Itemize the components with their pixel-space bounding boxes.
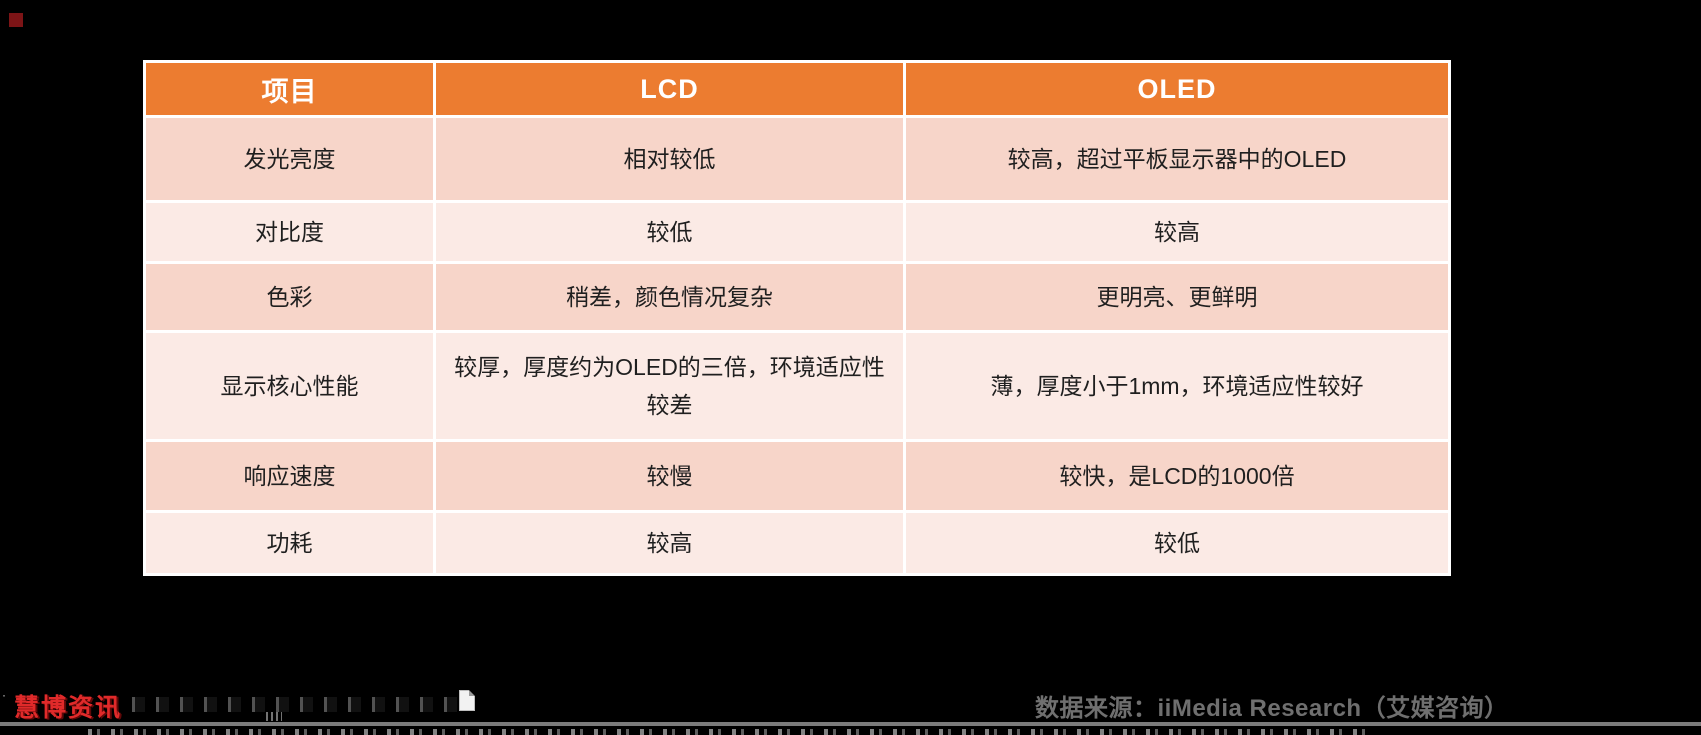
data-source-caption: 数据来源：iiMedia Research（艾媒咨询）: [1035, 695, 1509, 722]
cell-item: 显示核心性能: [143, 330, 436, 442]
cell-lcd: 相对较低: [433, 115, 906, 203]
cutoff-text-top-edge: [88, 729, 1373, 735]
cell-lcd: 较低: [433, 200, 906, 264]
table-row: 功耗 较高 较低: [143, 510, 1451, 576]
cell-oled: 较快，是LCD的1000倍: [903, 439, 1451, 513]
cell-oled: 更明亮、更鲜明: [903, 261, 1451, 333]
cell-lcd: 稍差，颜色情况复杂: [433, 261, 906, 333]
cell-oled: 较高，超过平板显示器中的OLED: [903, 115, 1451, 203]
table-row: 色彩 稍差，颜色情况复杂 更明亮、更鲜明: [143, 261, 1451, 333]
brand-logo-text: 慧博资讯: [14, 694, 123, 722]
table-row: 对比度 较低 较高: [143, 200, 1451, 264]
table-row: 响应速度 较慢 较快，是LCD的1000倍: [143, 439, 1451, 513]
cell-item: 发光亮度: [143, 115, 436, 203]
cell-lcd: 较厚，厚度约为OLED的三倍，环境适应性较差: [433, 330, 906, 442]
cell-oled: 较高: [903, 200, 1451, 264]
cell-lcd: 较慢: [433, 439, 906, 513]
obscured-text-fragments: [132, 697, 462, 712]
horizontal-divider: [0, 722, 1701, 726]
cell-oled: 较低: [903, 510, 1451, 576]
table-row: 发光亮度 相对较低 较高，超过平板显示器中的OLED: [143, 115, 1451, 203]
corner-mark: [9, 13, 23, 27]
cell-item: 对比度: [143, 200, 436, 264]
cell-item: 色彩: [143, 261, 436, 333]
column-header-item: 项目: [143, 60, 436, 118]
small-glyph-fragment: [266, 712, 282, 721]
cell-item: 响应速度: [143, 439, 436, 513]
cell-item: 功耗: [143, 510, 436, 576]
column-header-oled: OLED: [903, 60, 1451, 118]
table-row: 显示核心性能 较厚，厚度约为OLED的三倍，环境适应性较差 薄，厚度小于1mm，…: [143, 330, 1451, 442]
cell-oled: 薄，厚度小于1mm，环境适应性较好: [903, 330, 1451, 442]
lcd-oled-comparison-table: 项目 LCD OLED 发光亮度 相对较低 较高，超过平板显示器中的OLED 对…: [143, 60, 1451, 576]
cell-lcd: 较高: [433, 510, 906, 576]
brand-tick-mark: ·: [2, 688, 6, 702]
column-header-lcd: LCD: [433, 60, 906, 118]
table-header-row: 项目 LCD OLED: [143, 60, 1451, 118]
document-icon: [459, 690, 475, 711]
